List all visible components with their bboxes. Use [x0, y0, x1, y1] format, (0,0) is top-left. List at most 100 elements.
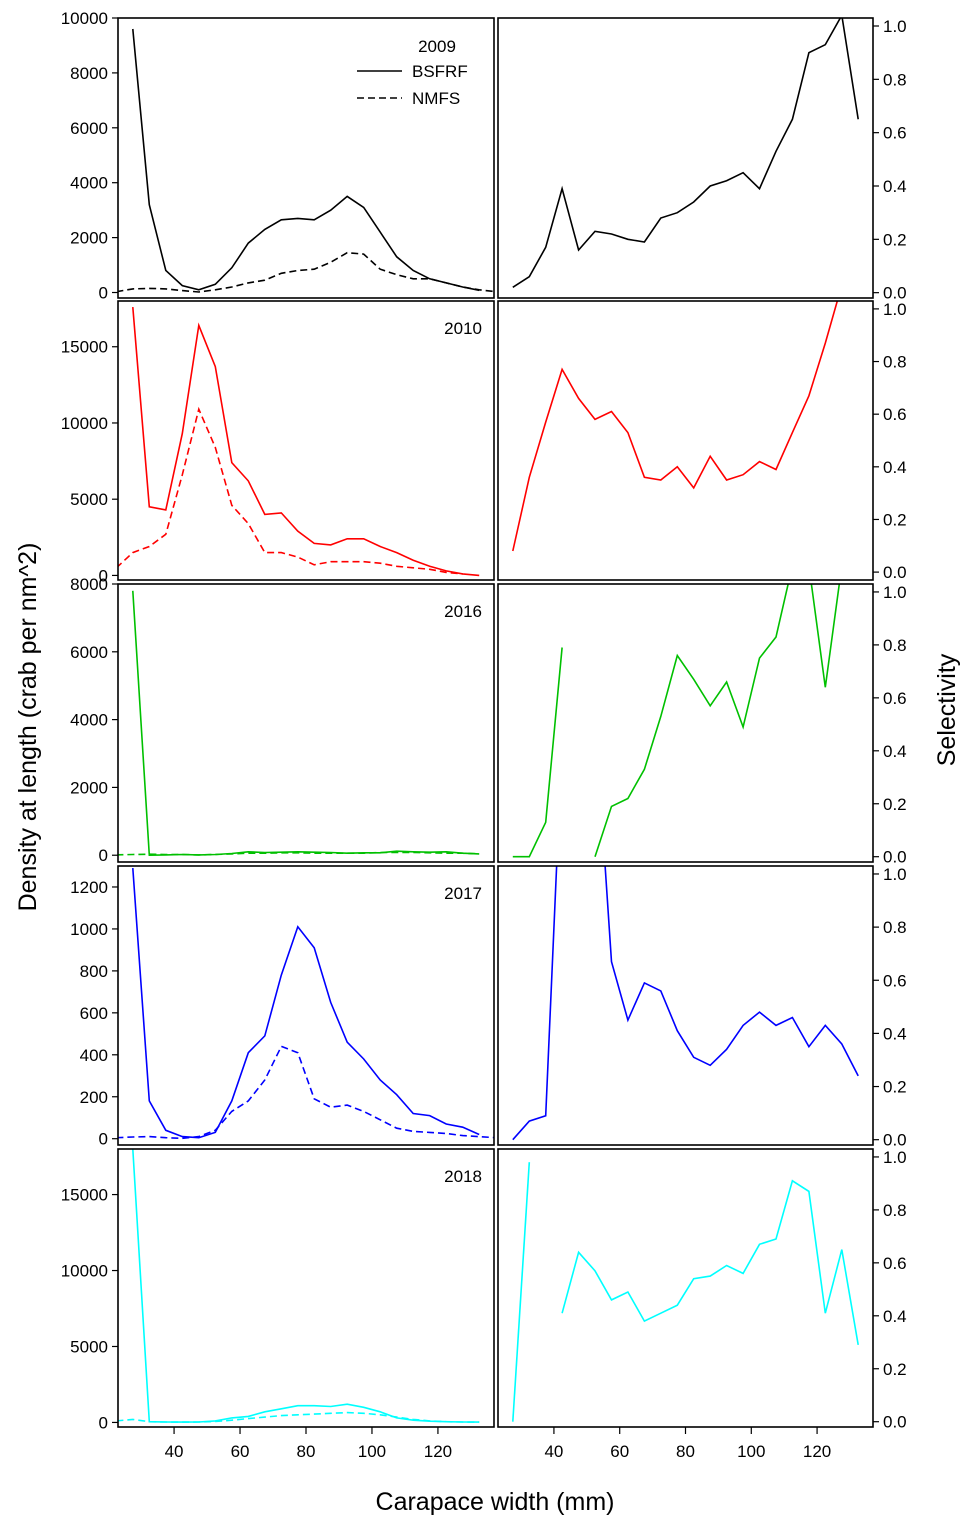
series-group — [118, 868, 494, 1140]
left-x-tick-label-4: 120 — [424, 1442, 452, 1461]
left-plot-frame-2009 — [117, 17, 495, 299]
series-group — [512, 1162, 859, 1422]
density-tick-label-2009-4: 8000 — [70, 64, 108, 83]
selectivity-plot-2017: 0.0 0.2 0.4 0.6 0.8 1.0 — [497, 865, 907, 1150]
density-plot-2018: 0 5000 10000 15000 40 60 80 100 120 — [61, 1148, 495, 1461]
selectivity-tick-label-2016-5: 1.0 — [883, 583, 907, 602]
selectivity-tick-label-2010-3: 0.6 — [883, 405, 907, 424]
selectivity-tick-label-2016-2: 0.4 — [883, 742, 907, 761]
series-group — [512, 18, 859, 288]
left-plot-frame-2017 — [117, 865, 495, 1146]
density-tick-label-2018-3: 15000 — [61, 1186, 108, 1205]
selectivity-tick-label-2017-3: 0.6 — [883, 971, 907, 990]
x-axis-title: Carapace width (mm) — [376, 1488, 615, 1516]
density-tick-label-2017-6: 1200 — [70, 878, 108, 897]
selectivity-tick-label-2018-0: 0.0 — [883, 1413, 907, 1432]
selectivity-tick-label-2016-1: 0.2 — [883, 795, 907, 814]
density-tick-label-2010-0: 0 — [99, 566, 108, 585]
left-x-tick-label-3: 100 — [358, 1442, 386, 1461]
density-tick-label-2009-1: 2000 — [70, 229, 108, 248]
selectivity-tick-label-2018-5: 1.0 — [883, 1148, 907, 1167]
density-tick-label-2017-1: 200 — [80, 1088, 108, 1107]
selectivity-tick-label-2017-5: 1.0 — [883, 865, 907, 884]
nmfs-density-line-2009 — [118, 251, 494, 293]
right-plot-frame-2017 — [497, 865, 874, 1146]
nmfs-density-line-2017 — [118, 1045, 494, 1140]
series-group — [512, 866, 859, 1141]
selectivity-plot-2009: 0.0 0.2 0.4 0.6 0.8 1.0 — [497, 17, 907, 303]
density-tick-label-2009-2: 4000 — [70, 174, 108, 193]
selectivity-tick-label-2009-1: 0.2 — [883, 230, 907, 249]
legend: 2009 BSFRF NMFS — [357, 37, 468, 108]
selectivity-plot-2018: 0.0 0.2 0.4 0.6 0.8 1.0 40 60 80 100 120 — [497, 1148, 907, 1461]
selectivity-tick-label-2010-4: 0.8 — [883, 353, 907, 372]
density-tick-label-2010-2: 10000 — [61, 414, 108, 433]
selectivity-plot-2016: 0.0 0.2 0.4 0.6 0.8 1.0 — [497, 583, 907, 867]
right-plot-frame-2016 — [497, 583, 874, 863]
density-tick-label-2017-5: 1000 — [70, 920, 108, 939]
density-tick-label-2016-4: 8000 — [70, 575, 108, 594]
selectivity-line-2016-segment-1 — [594, 584, 841, 857]
density-tick-label-2017-0: 0 — [99, 1130, 108, 1149]
panel-2017: 0 200 400 600 800 1000 1200 0.0 0.2 0.4 0.6 0.8 1.0 2… — [70, 865, 907, 1150]
series-group — [118, 307, 480, 577]
selectivity-tick-label-2017-1: 0.2 — [883, 1078, 907, 1097]
y-axis-title-left: Density at length (crab per nm^2) — [14, 543, 42, 912]
left-plot-frame-2016 — [117, 583, 495, 863]
year-label-2010: 2010 — [444, 319, 482, 338]
selectivity-tick-label-2017-2: 0.4 — [883, 1024, 907, 1043]
density-tick-label-2018-1: 5000 — [70, 1337, 108, 1356]
selectivity-tick-label-2010-2: 0.4 — [883, 458, 907, 477]
density-tick-label-2017-2: 400 — [80, 1046, 108, 1065]
density-tick-label-2017-4: 800 — [80, 962, 108, 981]
selectivity-line-2018-segment-0 — [512, 1162, 531, 1422]
selectivity-tick-label-2009-5: 1.0 — [883, 17, 907, 36]
right-x-tick-label-4: 120 — [803, 1442, 831, 1461]
panel-2009: 0 2000 4000 6000 8000 10000 0.0 0.2 0.4 0.6 0.8 1.0 — [61, 9, 907, 303]
selectivity-tick-label-2009-0: 0.0 — [883, 284, 907, 303]
right-plot-frame-2018 — [497, 1148, 874, 1428]
selectivity-plot-2010: 0.0 0.2 0.4 0.6 0.8 1.0 — [497, 300, 907, 582]
selectivity-tick-label-2018-3: 0.6 — [883, 1254, 907, 1273]
year-label-2017: 2017 — [444, 884, 482, 903]
density-tick-label-2016-3: 6000 — [70, 643, 108, 662]
density-tick-label-2016-2: 4000 — [70, 711, 108, 730]
series-group — [118, 28, 494, 293]
right-x-tick-label-3: 100 — [737, 1442, 765, 1461]
right-plot-frame-2009 — [497, 17, 874, 299]
density-plot-2009: 0 2000 4000 6000 8000 10000 — [61, 9, 495, 303]
selectivity-tick-label-2018-2: 0.4 — [883, 1307, 907, 1326]
selectivity-tick-label-2009-4: 0.8 — [883, 70, 907, 89]
series-group — [118, 590, 480, 857]
density-plot-2017: 0 200 400 600 800 1000 1200 — [70, 865, 495, 1149]
selectivity-tick-label-2017-4: 0.8 — [883, 918, 907, 937]
selectivity-tick-label-2017-0: 0.0 — [883, 1131, 907, 1150]
bsfrf-density-line-2016 — [132, 590, 480, 857]
left-x-tick-label-0: 40 — [165, 1442, 184, 1461]
left-x-tick-label-2: 80 — [297, 1442, 316, 1461]
selectivity-line-2009-segment-0 — [512, 18, 859, 288]
density-plot-2010: 0 5000 10000 15000 — [61, 300, 495, 585]
selectivity-line-2010-segment-0 — [512, 301, 839, 552]
density-tick-label-2017-3: 600 — [80, 1004, 108, 1023]
series-group — [512, 301, 839, 552]
panels-layer: 02000400060008000100000.00.20.40.60.81.0… — [61, 9, 907, 1461]
panel-2016: 0 2000 4000 6000 8000 0.0 0.2 0.4 0.6 0.8 1.0 2016 — [70, 575, 907, 867]
bsfrf-density-line-2018 — [132, 1149, 480, 1423]
density-plot-2016: 0 2000 4000 6000 8000 — [70, 575, 495, 865]
legend-label-bsfrf: BSFRF — [412, 62, 468, 81]
density-tick-label-2018-0: 0 — [99, 1413, 108, 1432]
density-tick-label-2016-0: 0 — [99, 846, 108, 865]
right-x-tick-label-2: 80 — [676, 1442, 695, 1461]
right-x-tick-label-0: 40 — [544, 1442, 563, 1461]
left-x-tick-label-1: 60 — [231, 1442, 250, 1461]
density-tick-label-2010-1: 5000 — [70, 490, 108, 509]
selectivity-tick-label-2018-1: 0.2 — [883, 1360, 907, 1379]
right-plot-frame-2010 — [497, 300, 874, 581]
year-label-2016: 2016 — [444, 602, 482, 621]
selectivity-tick-label-2010-5: 1.0 — [883, 300, 907, 319]
bsfrf-density-line-2017 — [132, 868, 480, 1139]
left-plot-frame-2018 — [117, 1148, 495, 1428]
density-tick-label-2009-5: 10000 — [61, 9, 108, 28]
